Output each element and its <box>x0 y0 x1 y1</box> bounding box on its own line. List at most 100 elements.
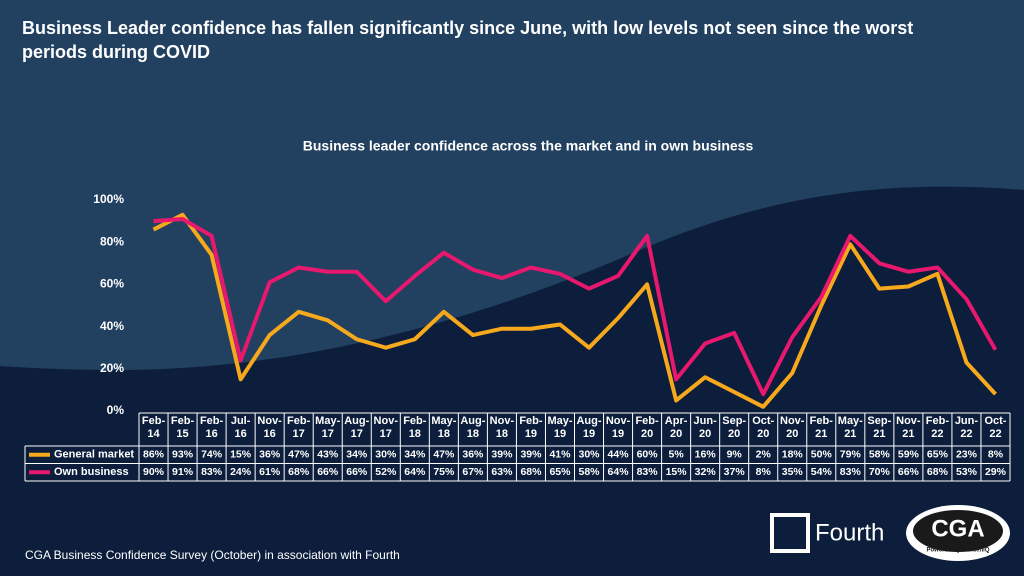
x-tick-box: Nov-18 <box>489 415 515 440</box>
x-tick-box: Sep-21 <box>867 415 891 440</box>
x-tick-label: Feb-15 <box>170 415 195 440</box>
data-label: 58% <box>869 449 891 461</box>
x-tick-box: Feb-22 <box>926 415 949 440</box>
data-label: 36% <box>462 449 484 461</box>
x-tick-box: Feb-21 <box>809 415 833 440</box>
x-tick-label: Jul-16 <box>230 415 251 440</box>
x-tick-label: Nov-19 <box>605 415 631 440</box>
x-tick-box: Feb-18 <box>403 415 426 440</box>
data-label: 52% <box>375 466 397 478</box>
x-tick-label: May-17 <box>315 415 341 440</box>
title-box: Business Leader confidence has fallen si… <box>22 18 914 62</box>
data-label: 35% <box>782 466 804 478</box>
data-label: 47% <box>288 449 310 461</box>
y-tick-label: 20% <box>100 361 124 375</box>
chart-title: Business Leader confidence has fallen si… <box>22 18 914 62</box>
data-label: 58% <box>579 466 601 478</box>
x-tick-box: May-18 <box>431 415 457 440</box>
data-label: 66% <box>317 466 339 478</box>
data-label: 5% <box>669 449 685 461</box>
data-label: 66% <box>898 466 920 478</box>
data-label: 67% <box>462 466 484 478</box>
data-label: 54% <box>811 466 833 478</box>
x-tick-box: Nov-17 <box>374 415 398 440</box>
data-label: 93% <box>172 449 194 461</box>
x-tick-label: Jun-20 <box>693 415 717 440</box>
x-tick-label: Feb-21 <box>809 415 833 440</box>
x-tick-box: Feb-19 <box>519 415 543 440</box>
x-tick-box: Nov-20 <box>780 415 804 440</box>
series-line <box>153 216 998 397</box>
data-label: 47% <box>433 449 455 461</box>
legend-label: Own business <box>54 466 129 478</box>
x-tick-label: Nov-21 <box>896 415 921 440</box>
data-label: 2% <box>756 449 772 461</box>
series-line <box>152 212 997 409</box>
data-label: 30% <box>579 449 601 461</box>
x-tick-box: Nov-21 <box>896 415 921 440</box>
x-tick-box: May-21 <box>838 415 863 440</box>
data-label: 64% <box>404 466 426 478</box>
x-tick-label: Aug-18 <box>460 415 486 440</box>
x-tick-label: Feb-17 <box>287 415 311 440</box>
data-label: 91% <box>172 466 194 478</box>
data-label: 59% <box>898 449 920 461</box>
data-label: 83% <box>201 466 223 478</box>
x-tick-label: Oct-20 <box>752 415 775 440</box>
data-label: 68% <box>288 466 310 478</box>
y-tick-label: 0% <box>107 403 125 417</box>
data-label: 63% <box>491 466 513 478</box>
logo-text: CGA <box>931 515 984 542</box>
x-tick-box: Feb-15 <box>170 415 195 440</box>
data-label: 65% <box>549 466 571 478</box>
data-label: 61% <box>259 466 281 478</box>
data-label: 9% <box>727 449 743 461</box>
x-tick-label: Feb-16 <box>199 415 224 440</box>
data-label: 74% <box>201 449 223 461</box>
background-wave <box>0 0 1024 370</box>
x-tick-box: Nov-16 <box>257 415 281 440</box>
data-label: 43% <box>317 449 339 461</box>
x-tick-box: Nov-19 <box>605 415 631 440</box>
x-tick-box: Aug-18 <box>460 415 486 440</box>
x-tick-box: Oct-20 <box>752 415 775 440</box>
data-label: 37% <box>724 466 746 478</box>
y-tick-label: 40% <box>100 319 124 333</box>
x-tick-label: Feb-19 <box>519 415 543 440</box>
data-label: 66% <box>346 466 368 478</box>
x-tick-label: May-19 <box>547 415 573 440</box>
data-label: 60% <box>637 449 659 461</box>
x-tick-box: Feb-17 <box>287 415 311 440</box>
x-tick-label: Aug-17 <box>344 415 370 440</box>
data-label: 53% <box>956 466 978 478</box>
x-tick-box: Jun-22 <box>955 415 978 440</box>
data-label: 83% <box>637 466 659 478</box>
data-label: 34% <box>404 449 426 461</box>
x-tick-box: Sep-20 <box>722 415 746 440</box>
x-tick-label: Nov-18 <box>489 415 515 440</box>
data-label: 34% <box>346 449 368 461</box>
logo-icon <box>770 513 810 553</box>
data-label: 39% <box>491 449 513 461</box>
x-tick-label: Oct-22 <box>984 415 1007 440</box>
x-tick-box: Feb-16 <box>199 415 224 440</box>
data-label: 39% <box>520 449 542 461</box>
data-label: 64% <box>608 466 630 478</box>
cga-logo: CGA Powered by NielsenIQ <box>906 505 1010 561</box>
y-tick-label: 60% <box>100 277 124 291</box>
x-tick-box: Jul-16 <box>230 415 251 440</box>
data-label: 36% <box>259 449 281 461</box>
x-tick-label: May-18 <box>431 415 457 440</box>
data-label: 68% <box>520 466 542 478</box>
data-label: 23% <box>956 449 978 461</box>
x-tick-box: May-19 <box>547 415 573 440</box>
data-label: 75% <box>433 466 455 478</box>
data-label: 83% <box>840 466 862 478</box>
legend-label: General market <box>54 449 134 461</box>
x-tick-box: Feb-20 <box>635 415 658 440</box>
x-tick-label: Apr-20 <box>664 415 688 440</box>
fourth-logo: Fourth <box>770 513 884 553</box>
data-label: 16% <box>695 449 717 461</box>
data-label: 79% <box>840 449 862 461</box>
